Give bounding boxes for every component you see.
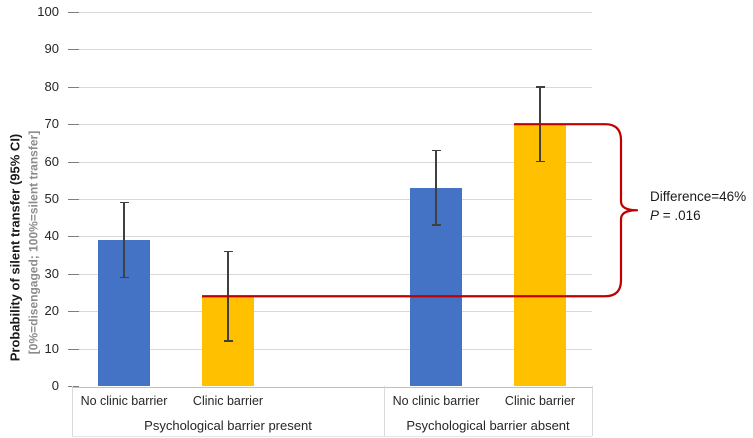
- error-bar-present-no-clinic-barrier: [123, 202, 125, 278]
- gridline-10: [72, 348, 592, 350]
- difference-label: Difference=46%: [650, 189, 747, 204]
- bar-absent-clinic-barrier: [514, 124, 566, 386]
- y-tick-80: [68, 86, 79, 88]
- gridline-90: [72, 49, 592, 51]
- category-boundary-2: [592, 386, 593, 436]
- x-label-present-clinic-barrier: Clinic barrier: [192, 394, 264, 408]
- x-label-present-no-clinic-barrier: No clinic barrier: [80, 394, 168, 408]
- y-tick-70: [68, 124, 79, 126]
- y-tick-60: [68, 161, 79, 163]
- y-axis-title: Probability of silent transfer (95% CI): [7, 133, 23, 362]
- y-tick-label-40: 40: [44, 228, 59, 244]
- group-label-present: Psychological barrier present: [144, 418, 312, 433]
- error-cap-top-present-clinic-barrier: [223, 250, 233, 253]
- y-tick-label-50: 50: [44, 191, 59, 206]
- error-cap-top-absent-no-clinic-barrier: [431, 149, 441, 152]
- difference-annotation: Difference=46% P = .016: [650, 187, 746, 225]
- y-tick-label-80: 80: [44, 78, 59, 94]
- x-axis-line: [72, 386, 592, 388]
- y-tick-30: [68, 273, 79, 275]
- gridline-20: [72, 311, 592, 313]
- x-label-absent-clinic-barrier: Clinic barrier: [504, 394, 576, 408]
- p-value-text: = .016: [659, 208, 701, 223]
- error-cap-top-present-no-clinic-barrier: [119, 201, 129, 204]
- error-cap-bottom-present-no-clinic-barrier: [119, 276, 129, 279]
- error-cap-top-absent-clinic-barrier: [535, 86, 545, 88]
- category-boundary-1: [384, 386, 385, 436]
- error-bar-absent-no-clinic-barrier: [435, 150, 437, 226]
- y-tick-label-90: 90: [44, 41, 59, 57]
- category-boundary-0: [72, 386, 73, 436]
- x-label-absent-no-clinic-barrier: No clinic barrier: [392, 394, 480, 408]
- y-tick-label-20: 20: [44, 303, 59, 319]
- y-tick-10: [68, 348, 79, 350]
- error-cap-bottom-absent-clinic-barrier: [535, 160, 545, 163]
- y-tick-0: [68, 386, 79, 387]
- gridline-100: [72, 12, 592, 13]
- y-tick-40: [68, 236, 79, 238]
- error-bar-absent-clinic-barrier: [539, 86, 541, 162]
- p-value-label: P = .016: [650, 206, 746, 225]
- y-tick-100: [68, 12, 79, 13]
- y-tick-label-10: 10: [44, 340, 59, 356]
- group-label-absent: Psychological barrier absent: [406, 418, 570, 433]
- y-tick-label-60: 60: [44, 153, 59, 169]
- label-area-bottom-border: [72, 436, 592, 437]
- y-tick-20: [68, 311, 79, 313]
- y-tick-90: [68, 49, 79, 51]
- error-cap-bottom-absent-no-clinic-barrier: [431, 224, 441, 226]
- y-tick-label-30: 30: [44, 265, 59, 281]
- p-symbol: P: [650, 208, 660, 223]
- error-cap-bottom-present-clinic-barrier: [223, 340, 233, 342]
- gridline-80: [72, 86, 592, 88]
- y-tick-label-100: 100: [37, 4, 59, 19]
- error-bar-present-clinic-barrier: [227, 251, 229, 342]
- y-tick-label-0: 0: [51, 378, 59, 393]
- y-tick-label-70: 70: [44, 116, 59, 132]
- y-tick-50: [68, 199, 79, 200]
